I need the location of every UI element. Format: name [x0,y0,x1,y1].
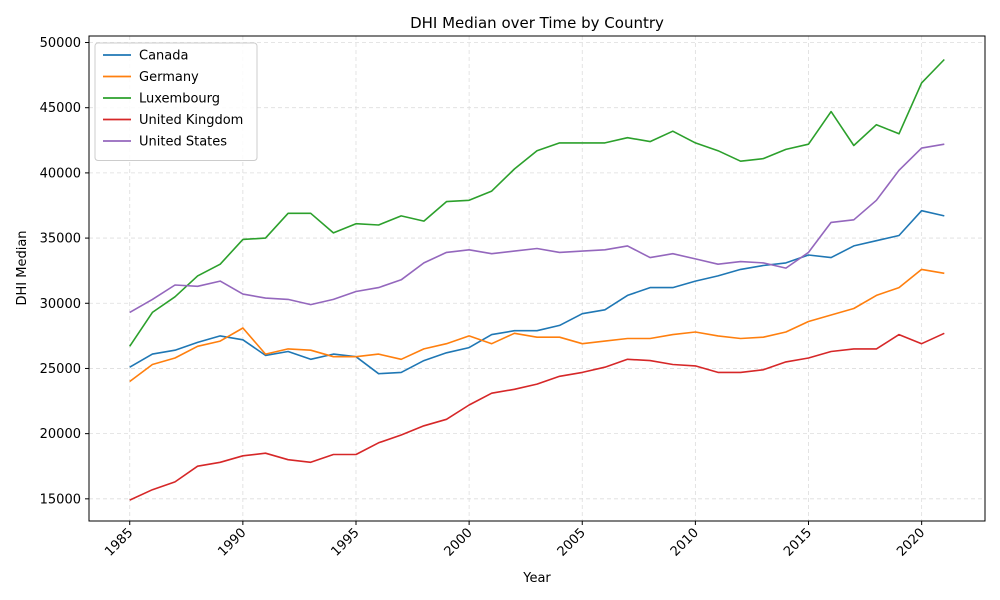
y-tick-label: 50000 [40,36,81,51]
x-tick-label: 2000 [442,526,476,560]
series-line-germany [129,268,945,383]
legend-box [94,42,258,161]
x-tick-label: 1990 [215,526,249,560]
gridlines [89,36,985,521]
y-axis-title: DHI Median [15,230,30,305]
y-tick-label: 25000 [40,362,81,377]
x-tick-label: 2010 [668,526,702,560]
x-tick-label: 1985 [102,526,136,560]
y-tick-label: 40000 [40,166,81,181]
series-line-luxembourg [129,58,945,347]
y-tick-label: 35000 [40,232,81,247]
legend: Canada Germany Luxembourg United Kingdom Uni… [94,42,258,161]
series-line-united-states [129,143,945,314]
x-tick-label: 2005 [555,526,589,560]
series-line-united-kingdom [129,332,945,501]
legend-label-luxembourg: Luxembourg [139,92,220,107]
y-tick-label: 15000 [40,492,81,507]
legend-label-united-states: United States [139,135,227,150]
legend-label-germany: Germany [139,70,199,85]
x-tick-label: 2020 [894,526,928,560]
y-tick-label: 45000 [40,101,81,116]
plot-area-frame [88,35,986,522]
x-axis-title: Year [522,571,551,586]
chart-title: DHI Median over Time by Country [410,14,664,32]
x-tick-label: 1995 [329,526,363,560]
x-axis: 1985 1990 1995 2000 2005 2010 2015 2020 [102,521,928,560]
y-tick-label: 30000 [40,297,81,312]
legend-label-united-kingdom: United Kingdom [139,113,243,128]
x-tick-label: 2015 [781,526,815,560]
legend-label-canada: Canada [139,49,188,64]
y-tick-label: 20000 [40,427,81,442]
series-line-canada [129,209,945,375]
y-axis: 15000 20000 25000 30000 35000 40000 45000 50000 [40,36,89,507]
series-lines [129,58,945,501]
